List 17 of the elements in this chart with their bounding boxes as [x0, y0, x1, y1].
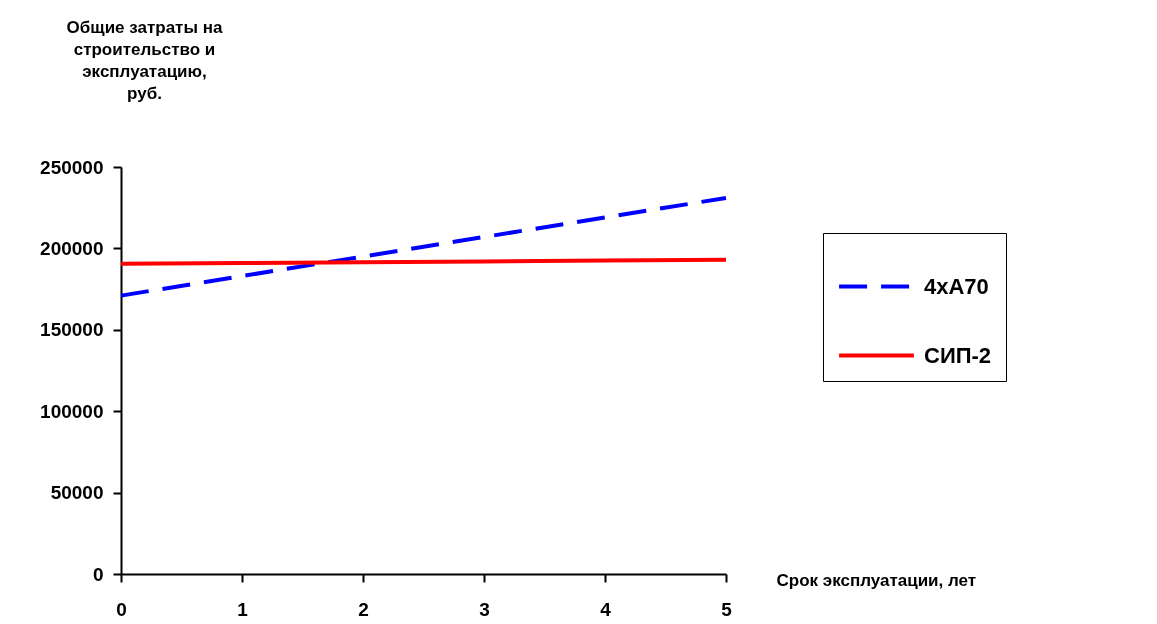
legend-label: 4хА70 — [924, 273, 989, 299]
line-series — [119, 195, 728, 298]
x-tick-label: 0 — [116, 598, 127, 620]
x-tick-label: 3 — [479, 598, 490, 620]
legend-label: СИП-2 — [924, 342, 992, 368]
y-tick-label: 50000 — [50, 482, 104, 504]
x-tick-label: 4 — [600, 598, 612, 620]
x-tick-label: 2 — [358, 598, 369, 620]
x-tick-label: 1 — [237, 598, 249, 620]
x-axis-title: Срок эксплуатации, лет — [776, 570, 977, 590]
y-tick-label: 0 — [92, 563, 104, 585]
x-tick-label: 5 — [721, 598, 733, 620]
y-axis-title: Общие затраты на строительство и эксплуатацию, руб. — [66, 17, 223, 103]
y-tick-label: 250000 — [40, 156, 104, 178]
y-tick-label: 150000 — [40, 319, 104, 341]
y-tick-label: 200000 — [40, 237, 104, 259]
y-tick-label: 100000 — [40, 400, 104, 422]
